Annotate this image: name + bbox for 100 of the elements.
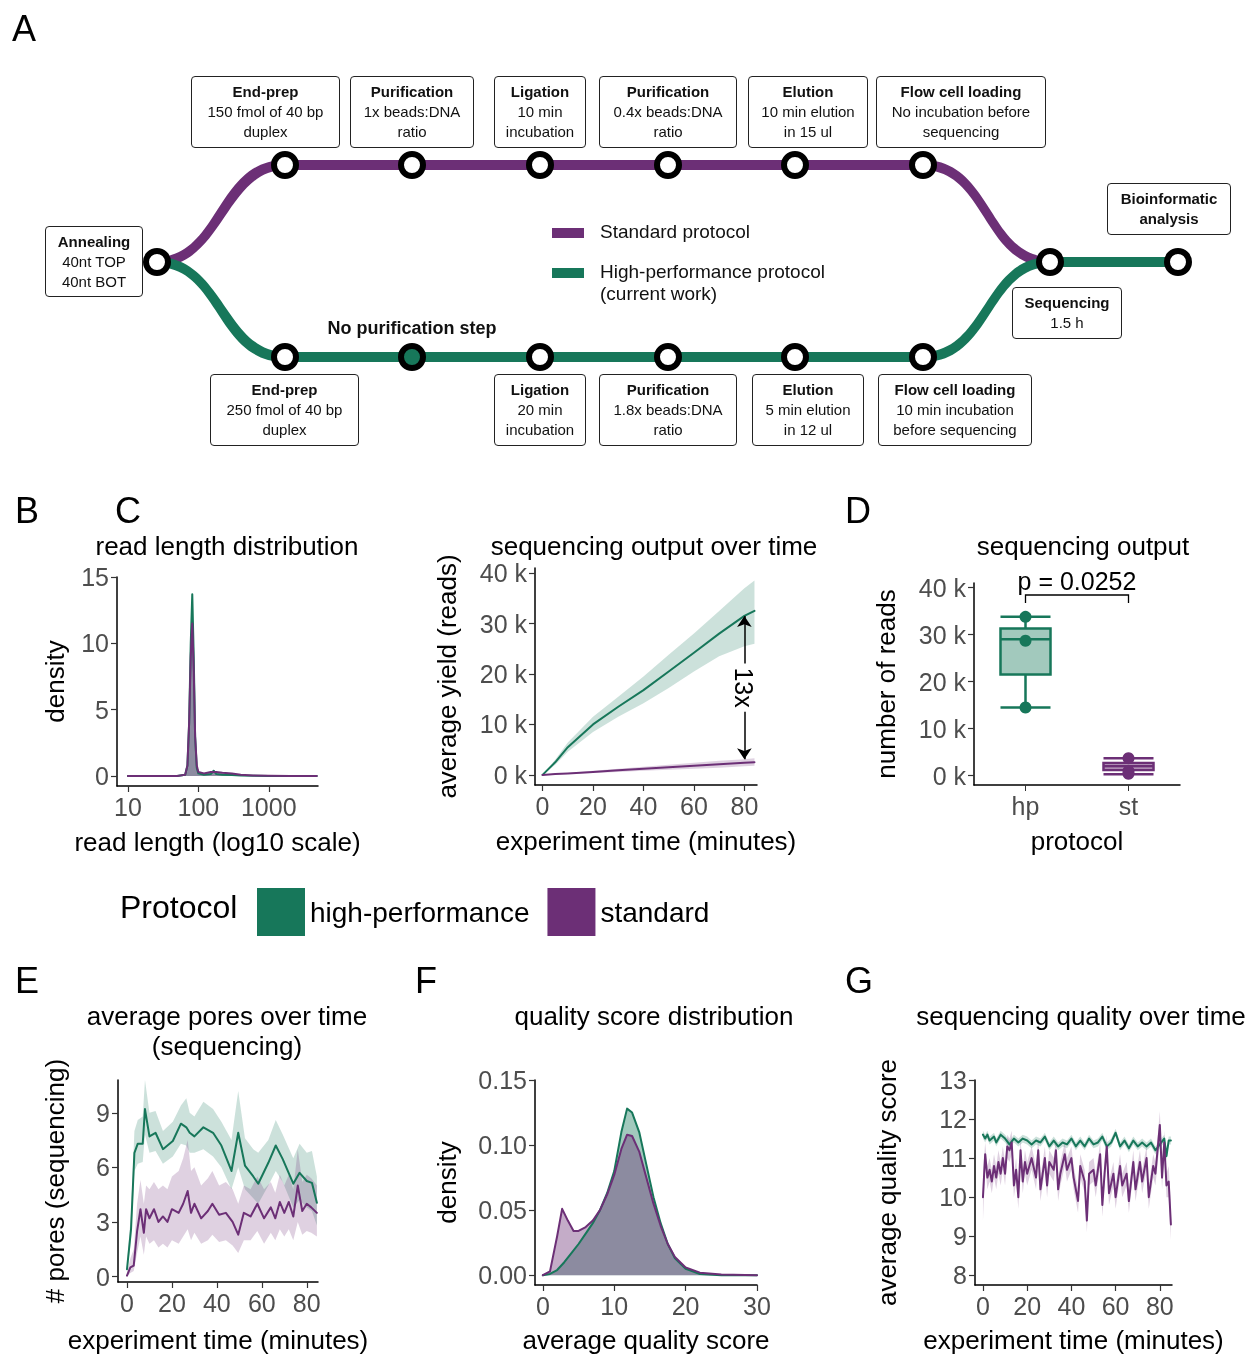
line-series [541, 609, 756, 776]
x-tick-label: 60 [247, 1288, 276, 1317]
x-axis-title: experiment time (minutes) [67, 1325, 369, 1355]
y-tick-label: 12 [939, 1105, 967, 1134]
y-tick-label: 9 [953, 1222, 967, 1251]
x-tick-label: 20 [579, 791, 607, 820]
label-box: Elution 5 min elution in 12 ul [752, 374, 864, 446]
legend-label: Standard protocol [600, 221, 750, 243]
y-tick-label: 0.10 [478, 1131, 527, 1160]
y-tick-label: 6 [96, 1153, 110, 1182]
x-axis-title: read length (log10 scale) [74, 827, 361, 857]
y-tick-label: 20 k [479, 659, 528, 688]
y-tick-label: 0.00 [478, 1261, 527, 1290]
label-box: Bioinformatic analysis [1107, 183, 1231, 235]
annotation: 13x [730, 667, 759, 709]
y-tick-label: 10 k [479, 710, 528, 739]
x-tick-label: 40 [202, 1288, 231, 1317]
chart-title: sequencing quality over time [916, 1001, 1246, 1031]
x-tick-label: 80 [292, 1288, 321, 1317]
y-tick-label: 0 [95, 762, 109, 791]
label-box: Purification 1x beads:DNA ratio [350, 76, 474, 148]
label-box: Purification 0.4x beads:DNA ratio [599, 76, 737, 148]
chart-title: quality score distribution [514, 1001, 794, 1031]
x-tick-label: 60 [1101, 1291, 1130, 1320]
x-tick-label: 80 [1145, 1291, 1174, 1320]
x-tick-label: 0 [120, 1288, 134, 1317]
text: G [845, 959, 874, 1001]
y-tick-label: 10 [939, 1183, 967, 1212]
label-box: Annealing 40nt TOP 40nt BOT [45, 226, 143, 297]
y-tick-label: 10 k [918, 714, 967, 743]
label-box: Flow cell loading No incubation before sequencing [876, 76, 1046, 148]
line-series [125, 1184, 318, 1277]
line-series [981, 1123, 1172, 1226]
legend-label: standard [600, 896, 710, 928]
label-box: Purification 1.8x beads:DNA ratio [599, 374, 737, 446]
x-tick-label: 1000 [240, 792, 297, 821]
x-axis-title: average quality score [522, 1325, 770, 1355]
text: E [15, 959, 40, 1001]
y-tick-label: 0.05 [478, 1196, 527, 1225]
y-tick-label: 9 [96, 1098, 110, 1127]
text: No purification step [326, 317, 498, 339]
y-tick-label: 8 [953, 1261, 967, 1290]
line-series [125, 1108, 318, 1271]
legend-label: high-performance [310, 896, 530, 928]
x-tick-label: 10 [600, 1291, 629, 1320]
chart-title: sequencing output [976, 531, 1191, 561]
x-axis-title: experiment time (minutes) [923, 1325, 1224, 1355]
y-axis-title: number of reads [871, 589, 901, 779]
y-axis-title: average quality score [872, 1058, 902, 1307]
y-axis-title: # pores (sequencing) [40, 1058, 70, 1304]
x-axis-title: experiment time (minutes) [495, 826, 797, 856]
y-tick-label: 5 [95, 695, 109, 724]
x-tick-label: 20 [1013, 1291, 1042, 1320]
y-axis-title: average yield (reads) [432, 554, 462, 799]
x-tick-label: 20 [158, 1288, 186, 1317]
x-tick-label: 0 [976, 1291, 990, 1320]
x-tick-label: 40 [1057, 1291, 1086, 1320]
y-tick-label: 10 [81, 629, 109, 658]
y-tick-label: 20 k [918, 667, 967, 696]
y-tick-label: 0 k [932, 761, 967, 790]
text: D [845, 489, 871, 531]
label-box: Flow cell loading 10 min incubation before sequencing [878, 374, 1032, 446]
label-box: End-prep 150 fmol of 40 bp duplex [191, 76, 340, 148]
y-axis-title: density [432, 1141, 462, 1224]
x-tick-label: 20 [671, 1291, 700, 1320]
y-tick-label: 0.15 [478, 1066, 527, 1094]
chart-title: sequencing output over time [490, 531, 818, 561]
y-tick-label: 11 [941, 1144, 967, 1173]
label-box: Ligation 20 min incubation [494, 374, 586, 446]
chart-title: read length distribution [95, 531, 359, 561]
x-tick-label: 30 [743, 1291, 771, 1320]
y-tick-label: 3 [96, 1207, 110, 1236]
x-tick-label: hp [1011, 791, 1040, 820]
legend-title: Protocol [120, 889, 238, 925]
y-tick-label: 40 k [479, 559, 528, 588]
label-box: End-prep 250 fmol of 40 bp duplex [210, 374, 359, 446]
y-tick-label: 30 k [479, 609, 528, 638]
legend-label: High-performance protocol (current work) [600, 261, 825, 305]
label-box: Sequencing 1.5 h [1012, 287, 1122, 339]
label-box: Ligation 10 min incubation [494, 76, 586, 148]
y-tick-label: 40 k [918, 573, 967, 602]
annotation: p = 0.0252 [1017, 566, 1137, 595]
text: F [415, 959, 437, 1001]
x-tick-label: st [1118, 791, 1139, 820]
text: C [115, 489, 141, 531]
y-tick-label: 15 [81, 563, 109, 591]
x-tick-label: 60 [680, 791, 708, 820]
y-tick-label: 30 k [918, 620, 967, 649]
chart-title: average pores over time (sequencing) [86, 1001, 368, 1061]
text: B [15, 489, 40, 531]
y-tick-label: 0 [96, 1262, 110, 1291]
y-tick-label: 13 [939, 1066, 967, 1094]
y-axis-title: density [40, 640, 70, 723]
x-axis-title: protocol [1030, 826, 1124, 856]
x-tick-label: 80 [730, 791, 759, 820]
y-tick-label: 0 k [493, 760, 528, 789]
x-tick-label: 0 [535, 1291, 550, 1320]
x-tick-label: 40 [629, 791, 658, 820]
label-box: Elution 10 min elution in 15 ul [748, 76, 868, 148]
x-tick-label: 100 [177, 792, 220, 821]
